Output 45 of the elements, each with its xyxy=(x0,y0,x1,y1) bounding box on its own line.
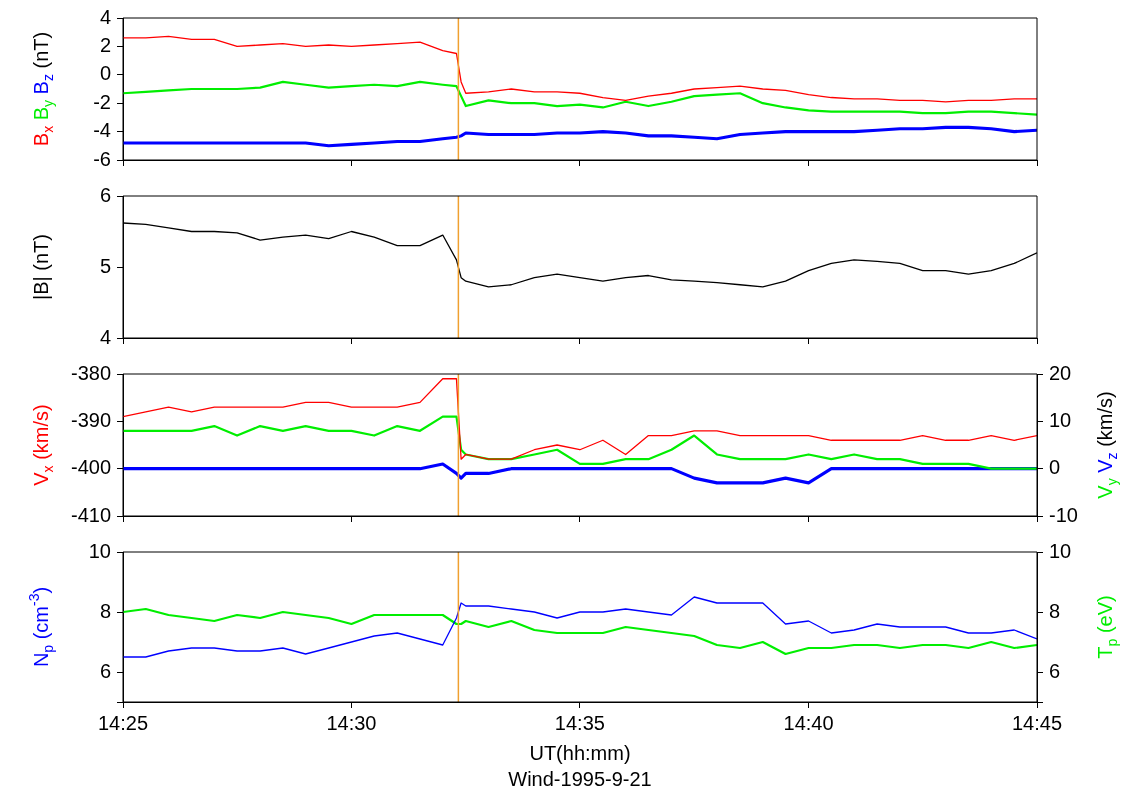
y2-tick-label: -10 xyxy=(1049,503,1078,526)
y-tick-label: -390 xyxy=(70,408,111,431)
y2-tick-label: 10 xyxy=(1049,539,1072,562)
y-tick-label: -6 xyxy=(93,147,111,170)
text: Tp xyxy=(1093,638,1120,659)
y-tick-label: 5 xyxy=(99,254,111,277)
y2-tick-label: 6 xyxy=(1049,659,1061,682)
text: Bz xyxy=(29,74,56,95)
y-tick-label: -400 xyxy=(70,456,111,479)
y2-axis-title: (km/s) xyxy=(1093,391,1116,447)
text: Wind-1995-9-21 xyxy=(507,768,653,791)
y-tick-label: 8 xyxy=(99,599,111,622)
y-tick-label: 4 xyxy=(99,5,111,28)
x-tick-label: 14:40 xyxy=(783,711,834,734)
y2-tick-label: 8 xyxy=(1049,599,1061,622)
text: Vz xyxy=(1093,452,1120,473)
y-tick-label: -380 xyxy=(70,361,111,384)
y-tick-label: 6 xyxy=(99,659,111,682)
text: |B| xyxy=(29,276,52,300)
y-axis-title: (cm-3) xyxy=(25,586,52,640)
x-tick-label: 14:35 xyxy=(554,711,605,734)
y-tick-label: 10 xyxy=(88,539,111,562)
text: Np xyxy=(29,644,56,668)
y-tick-label: 2 xyxy=(99,33,111,56)
y2-axis-title: (eV) xyxy=(1093,595,1116,634)
y-tick-label: -4 xyxy=(93,119,111,142)
text: Vy xyxy=(1093,478,1120,499)
text: Bx xyxy=(29,125,56,147)
y-tick-label: -410 xyxy=(70,503,111,526)
y-axis-title: (km/s) xyxy=(29,404,52,460)
x-axis-title: UT(hh:mm) xyxy=(529,741,631,764)
x-tick-label: 14:30 xyxy=(326,711,377,734)
x-tick-label: 14:25 xyxy=(97,711,149,734)
y2-tick-label: 0 xyxy=(1049,456,1061,479)
text: Vx xyxy=(29,465,56,486)
y-axis-title: (nT) xyxy=(29,31,52,69)
y-tick-label: 4 xyxy=(99,325,111,348)
text: By xyxy=(29,99,56,121)
y2-tick-label: 10 xyxy=(1049,408,1072,431)
y2-tick-label: 20 xyxy=(1049,361,1072,384)
y-tick-label: 0 xyxy=(99,62,111,85)
x-tick-label: 14:45 xyxy=(1011,711,1063,734)
y-tick-label: 6 xyxy=(99,183,111,206)
y-axis-title: (nT) xyxy=(29,234,52,271)
y-tick-label: -2 xyxy=(93,90,111,113)
